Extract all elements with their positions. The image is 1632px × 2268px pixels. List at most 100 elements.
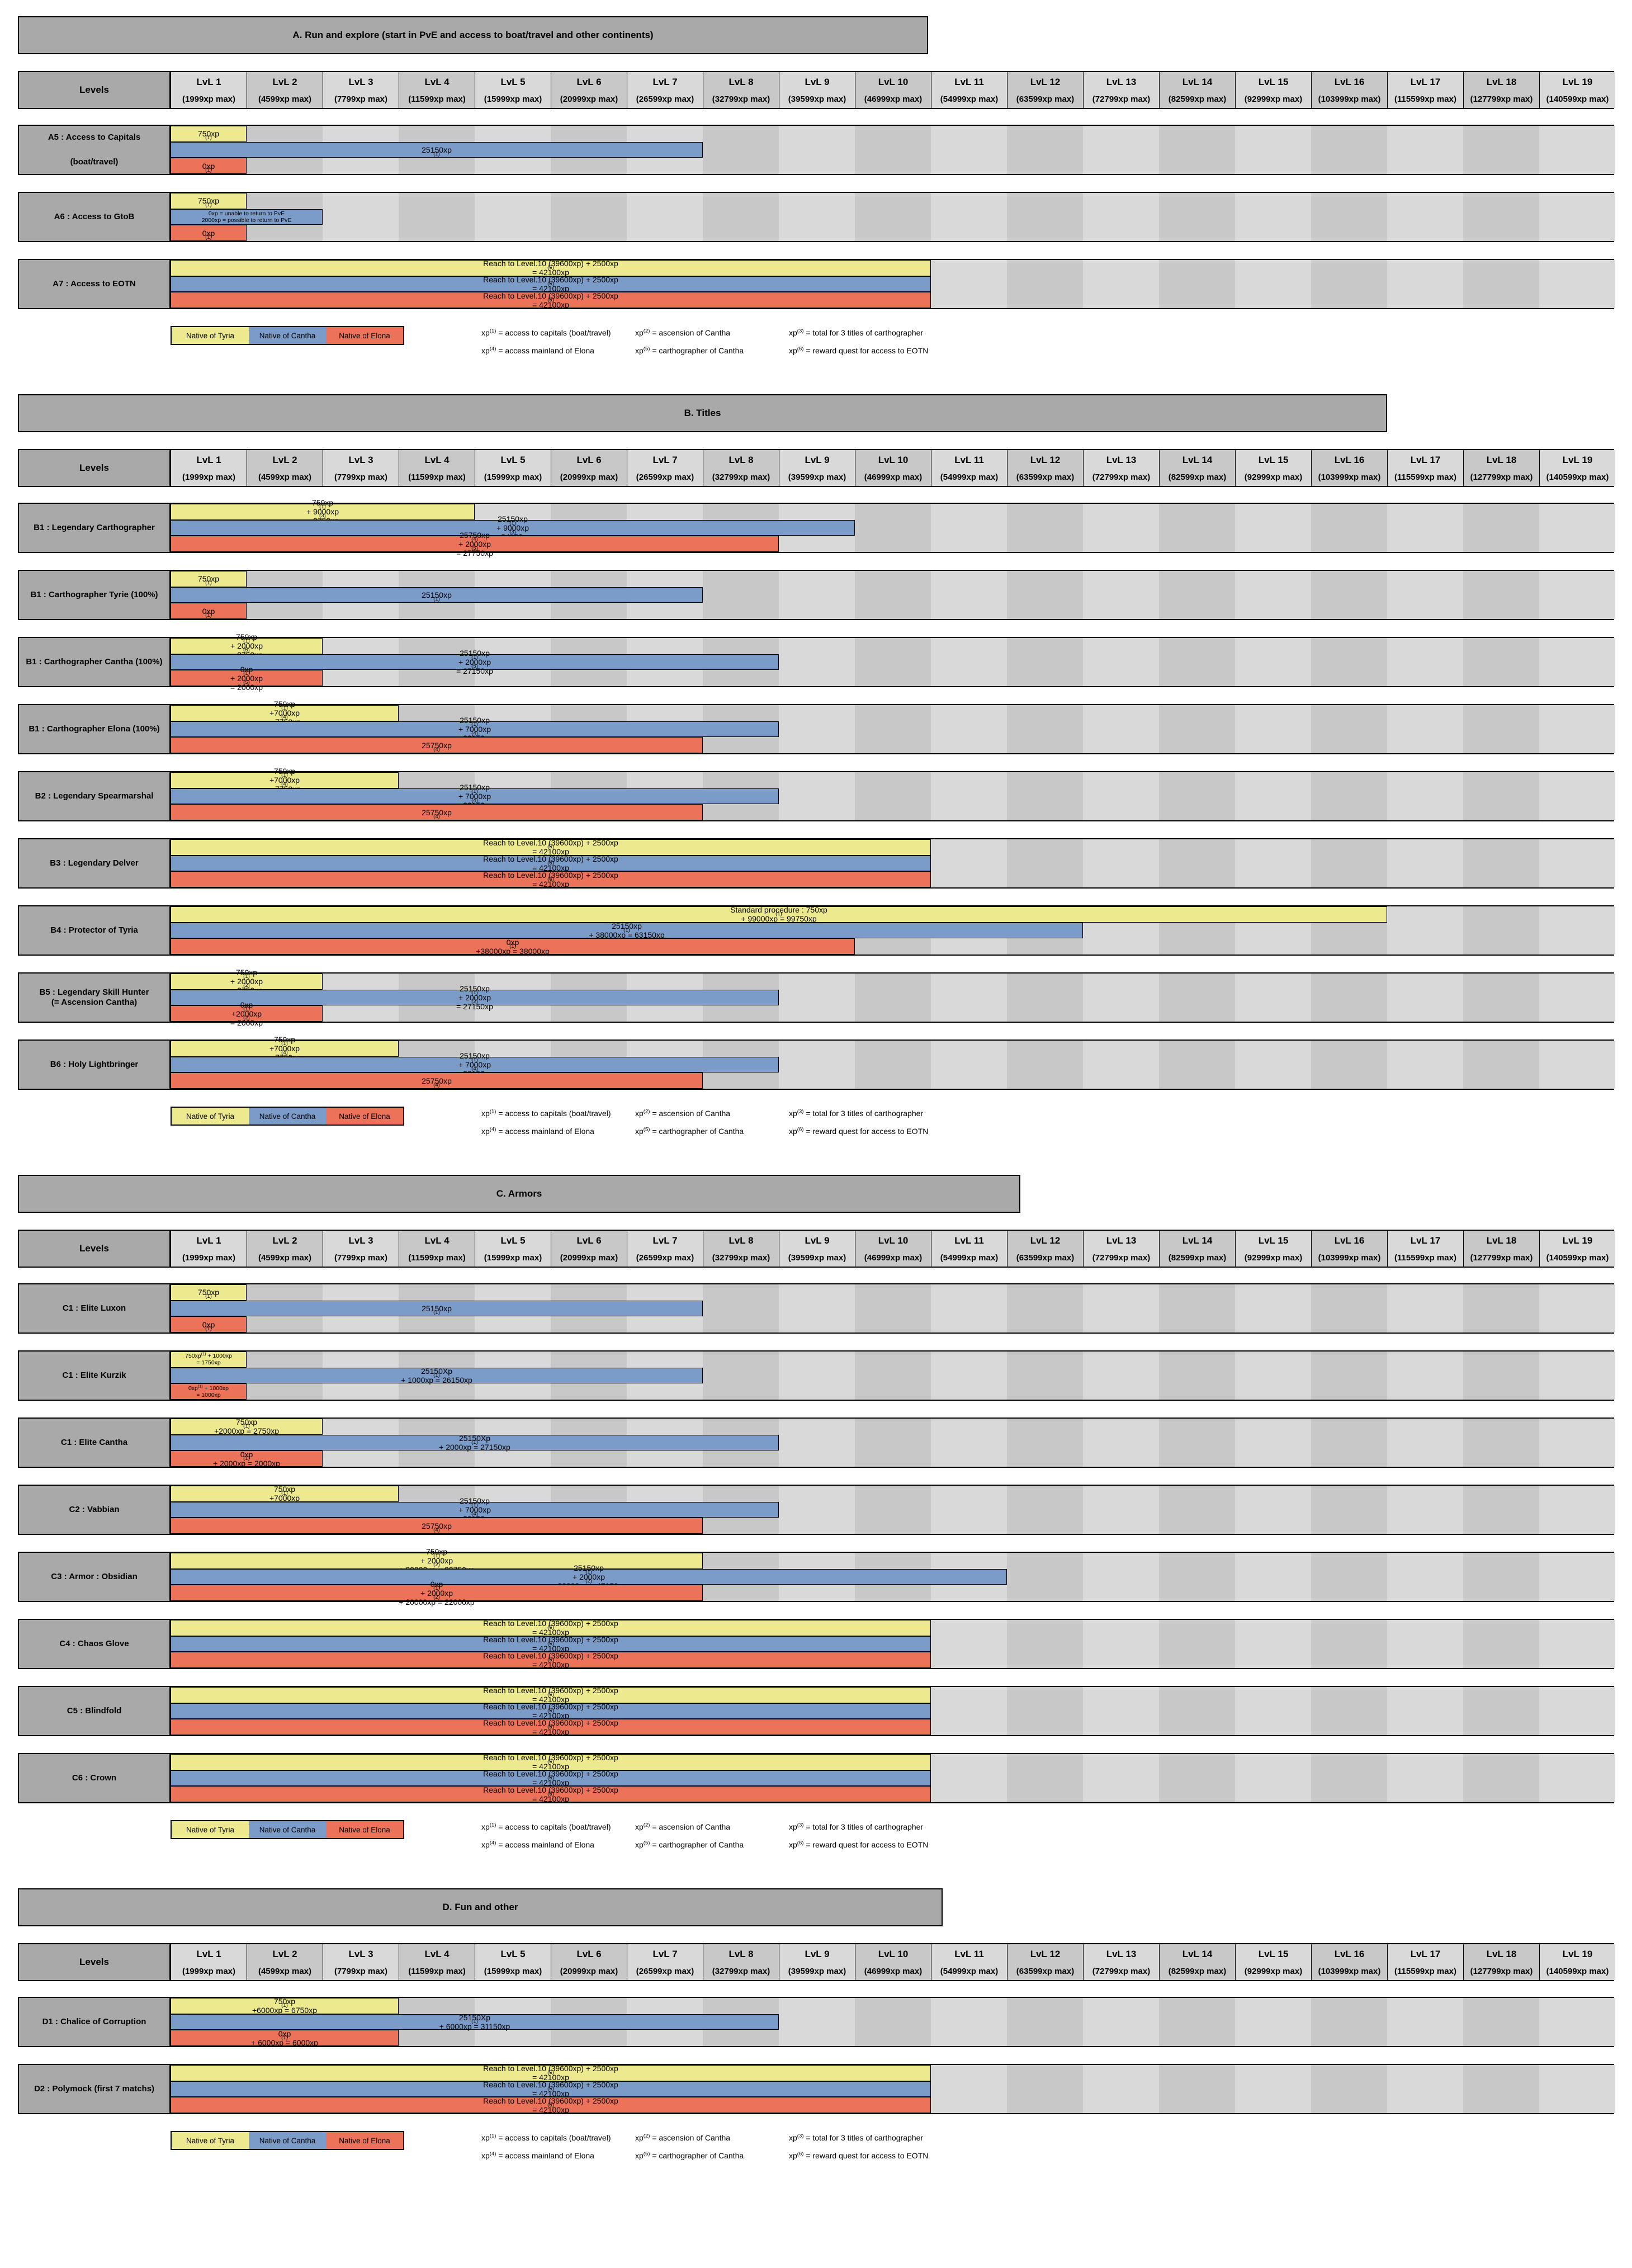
level-xp-max: (46999xp max) bbox=[864, 1253, 923, 1263]
bar-track: 750xp(1) + 1000xp = 1750xp bbox=[171, 1352, 1615, 1368]
bar-track: 25150xp(1) + 7000xp(4) = 32150xp bbox=[171, 1496, 1615, 1523]
xp-bar-C5-cantha: Reach to Level.10 (39600xp) + 2500xp (6) … bbox=[171, 1702, 931, 1720]
row-label-line: (= Ascension Cantha) bbox=[51, 998, 138, 1007]
xp-bar-B1-cantha-tyria: 750xp(1)+ 2000xp(5) = 2750xp bbox=[171, 632, 323, 659]
bar-track: 0xp (1) bbox=[171, 158, 1615, 174]
level-xp-max: (92999xp max) bbox=[1244, 1253, 1303, 1263]
level-name: LvL 2 bbox=[272, 455, 297, 465]
level-xp-max: (39599xp max) bbox=[788, 1967, 846, 1976]
row-track-area: 750xp(1)+7000xp(4) = 7750xp 25150xp(1) +… bbox=[171, 700, 1615, 754]
level-column-header: LvL 9 (39599xp max) bbox=[779, 450, 855, 486]
level-name: LvL 1 bbox=[196, 1949, 221, 1959]
section-C: C. Armors Levels LvL 1 (1999xp max) LvL … bbox=[18, 1175, 1632, 1857]
level-column-header: LvL 16 (103999xp max) bbox=[1311, 72, 1387, 108]
row-label-line: C1 : Elite Luxon bbox=[62, 1303, 126, 1313]
level-xp-max: (20999xp max) bbox=[560, 1967, 618, 1976]
footnote: xp(1) = access to capitals (boat/travel) bbox=[481, 328, 611, 337]
level-xp-max: (140599xp max) bbox=[1546, 1967, 1609, 1976]
level-column-header: LvL 17 (115599xp max) bbox=[1387, 450, 1463, 486]
level-xp-max: (92999xp max) bbox=[1244, 1967, 1303, 1976]
xp-bar-C1-luxon-cantha: 25150xp (1) bbox=[171, 1300, 703, 1317]
footnote: xp(2) = ascension of Cantha bbox=[635, 2133, 731, 2142]
level-xp-max: (63599xp max) bbox=[1016, 94, 1075, 104]
level-name: LvL 8 bbox=[729, 77, 754, 87]
xp-bar-B5-tyria: 750xp(1) + 2000xp(2) = 2750xp bbox=[171, 968, 323, 995]
level-xp-max: (1999xp max) bbox=[182, 1967, 236, 1976]
row-label-C1-kurzik: C1 : Elite Kurzik bbox=[19, 1352, 171, 1400]
xp-bar-B4-tyria: Standard procedure : 750xp (1) + 99000xp … bbox=[171, 905, 1387, 923]
level-xp-max: (20999xp max) bbox=[560, 94, 618, 104]
level-name: LvL 16 bbox=[1334, 77, 1365, 87]
legend-A: Native of Tyria Native of Cantha Native of… bbox=[171, 326, 1632, 363]
level-name: LvL 8 bbox=[729, 455, 754, 465]
level-xp-max: (7799xp max) bbox=[334, 94, 388, 104]
level-column-header: LvL 16 (103999xp max) bbox=[1311, 1231, 1387, 1267]
level-xp-max: (127799xp max) bbox=[1470, 1967, 1533, 1976]
level-column-header: LvL 19 (140599xp max) bbox=[1539, 1944, 1615, 1980]
row-C1-cantha: C1 : Elite Cantha 750xp (1) +2000xp = 2750… bbox=[18, 1418, 1615, 1468]
level-column-header: LvL 7 (26599xp max) bbox=[627, 1231, 703, 1267]
row-B1-cantha: B1 : Carthographer Cantha (100%) 750xp (1… bbox=[18, 632, 1615, 692]
row-label-D1: D1 : Chalice of Corruption bbox=[19, 1998, 171, 2046]
level-xp-max: (15999xp max) bbox=[484, 1253, 542, 1263]
legend-footnotes: xp(1) = access to capitals (boat/travel)… bbox=[481, 1822, 943, 1849]
section-title: D. Fun and other bbox=[442, 1902, 518, 1912]
level-name: LvL 4 bbox=[424, 1235, 450, 1246]
level-xp-max: (32799xp max) bbox=[712, 472, 770, 482]
bar-track: 0xp(1) + 1000xp = 1000xp bbox=[171, 1383, 1615, 1400]
levels-header-row: Levels LvL 1 (1999xp max) LvL 2 (4599xp … bbox=[18, 1943, 1615, 1981]
footnote-column: xp(1) = access to capitals (boat/travel)… bbox=[481, 328, 635, 355]
section-title: B. Titles bbox=[684, 408, 721, 418]
level-name: LvL 11 bbox=[954, 455, 984, 465]
level-column-header: LvL 4 (11599xp max) bbox=[399, 1231, 475, 1267]
level-name: LvL 1 bbox=[196, 77, 221, 87]
level-column-header: LvL 18 (127799xp max) bbox=[1463, 1944, 1539, 1980]
xp-bar-C5-elona: Reach to Level.10 (39600xp) + 2500xp (6) … bbox=[171, 1718, 931, 1736]
level-column-header: LvL 1 (1999xp max) bbox=[171, 1944, 247, 1980]
level-xp-max: (32799xp max) bbox=[712, 1967, 770, 1976]
level-xp-max: (7799xp max) bbox=[334, 1967, 388, 1976]
bar-track: 25150xp (1) + 2000xp (2) = 27150xp bbox=[171, 984, 1615, 1011]
footnote: xp(1) = access to capitals (boat/travel) bbox=[481, 1108, 611, 1118]
level-name: LvL 5 bbox=[500, 1235, 526, 1246]
level-name: LvL 19 bbox=[1562, 1949, 1593, 1959]
section-B: B. Titles Levels LvL 1 (1999xp max) LvL … bbox=[18, 394, 1632, 1144]
row-C6: C6 : Crown Reach to Level.10 (39600xp) +… bbox=[18, 1753, 1615, 1803]
bar-track: Reach to Level.10 (39600xp) + 2500xp (6) … bbox=[171, 259, 1615, 277]
bar-track: 750xp (1) bbox=[171, 126, 1615, 142]
row-label-line: C4 : Chaos Glove bbox=[59, 1639, 129, 1648]
xp-bar-D2-tyria: Reach to Level.10 (39600xp) + 2500xp (6) … bbox=[171, 2064, 931, 2082]
row-track-area: 750xp (1) 0xp = unable to return to PvE 20… bbox=[171, 193, 1615, 242]
xp-planning-sheet: A. Run and explore (start in PvE and acc… bbox=[18, 16, 1632, 2160]
level-column-header: LvL 13 (72799xp max) bbox=[1083, 1231, 1159, 1267]
xp-bar-B5-elona: 0xp(1) +2000xp(2) = 2000xp bbox=[171, 1000, 323, 1027]
level-xp-max: (63599xp max) bbox=[1016, 1253, 1075, 1263]
xp-bar-C6-tyria: Reach to Level.10 (39600xp) + 2500xp (6) … bbox=[171, 1753, 931, 1771]
level-name: LvL 12 bbox=[1030, 1235, 1061, 1246]
level-column-header: LvL 2 (4599xp max) bbox=[247, 450, 323, 486]
level-xp-max: (54999xp max) bbox=[940, 1253, 999, 1263]
row-track-area: 750xp(1) + 1000xp = 1750xp 25150Xp (1) + 1… bbox=[171, 1352, 1615, 1400]
level-name: LvL 11 bbox=[954, 1949, 984, 1959]
level-name: LvL 18 bbox=[1486, 77, 1517, 87]
level-xp-max: (11599xp max) bbox=[408, 472, 466, 482]
row-track-area: 750xp(1)+7000xp(4) = 7750xp 25150xp(1) +… bbox=[171, 767, 1615, 821]
row-track-area: Reach to Level.10 (39600xp) + 2500xp (6) … bbox=[171, 2064, 1615, 2114]
bar-track: 25150xp (1) + 38000xp = 63150xp bbox=[171, 922, 1615, 939]
row-label-C1-cantha: C1 : Elite Cantha bbox=[19, 1419, 171, 1467]
level-column-header: LvL 8 (32799xp max) bbox=[703, 1944, 779, 1980]
row-label-A5: A5 : Access to Capitals (boat/travel) bbox=[19, 126, 171, 174]
level-xp-max: (115599xp max) bbox=[1394, 94, 1456, 104]
level-name: LvL 18 bbox=[1486, 455, 1517, 465]
level-xp-max: (4599xp max) bbox=[258, 472, 312, 482]
xp-bar-B1-elona-elona: 25750xp (4) bbox=[171, 737, 703, 754]
row-label-B5: B5 : Legendary Skill Hunter (= Ascension … bbox=[19, 974, 171, 1022]
level-name: LvL 14 bbox=[1182, 1235, 1213, 1246]
level-column-header: LvL 8 (32799xp max) bbox=[703, 450, 779, 486]
level-xp-max: (32799xp max) bbox=[712, 1253, 770, 1263]
bar-track: 25150xp(1) + 7000xp(4) = 32150xp bbox=[171, 783, 1615, 810]
level-name: LvL 5 bbox=[500, 1949, 526, 1959]
bar-track: Reach to Level.10 (39600xp) + 2500xp (6) … bbox=[171, 854, 1615, 872]
row-label-line: A7 : Access to EOTN bbox=[53, 279, 136, 289]
bar-track: 0xp (1) bbox=[171, 225, 1615, 242]
